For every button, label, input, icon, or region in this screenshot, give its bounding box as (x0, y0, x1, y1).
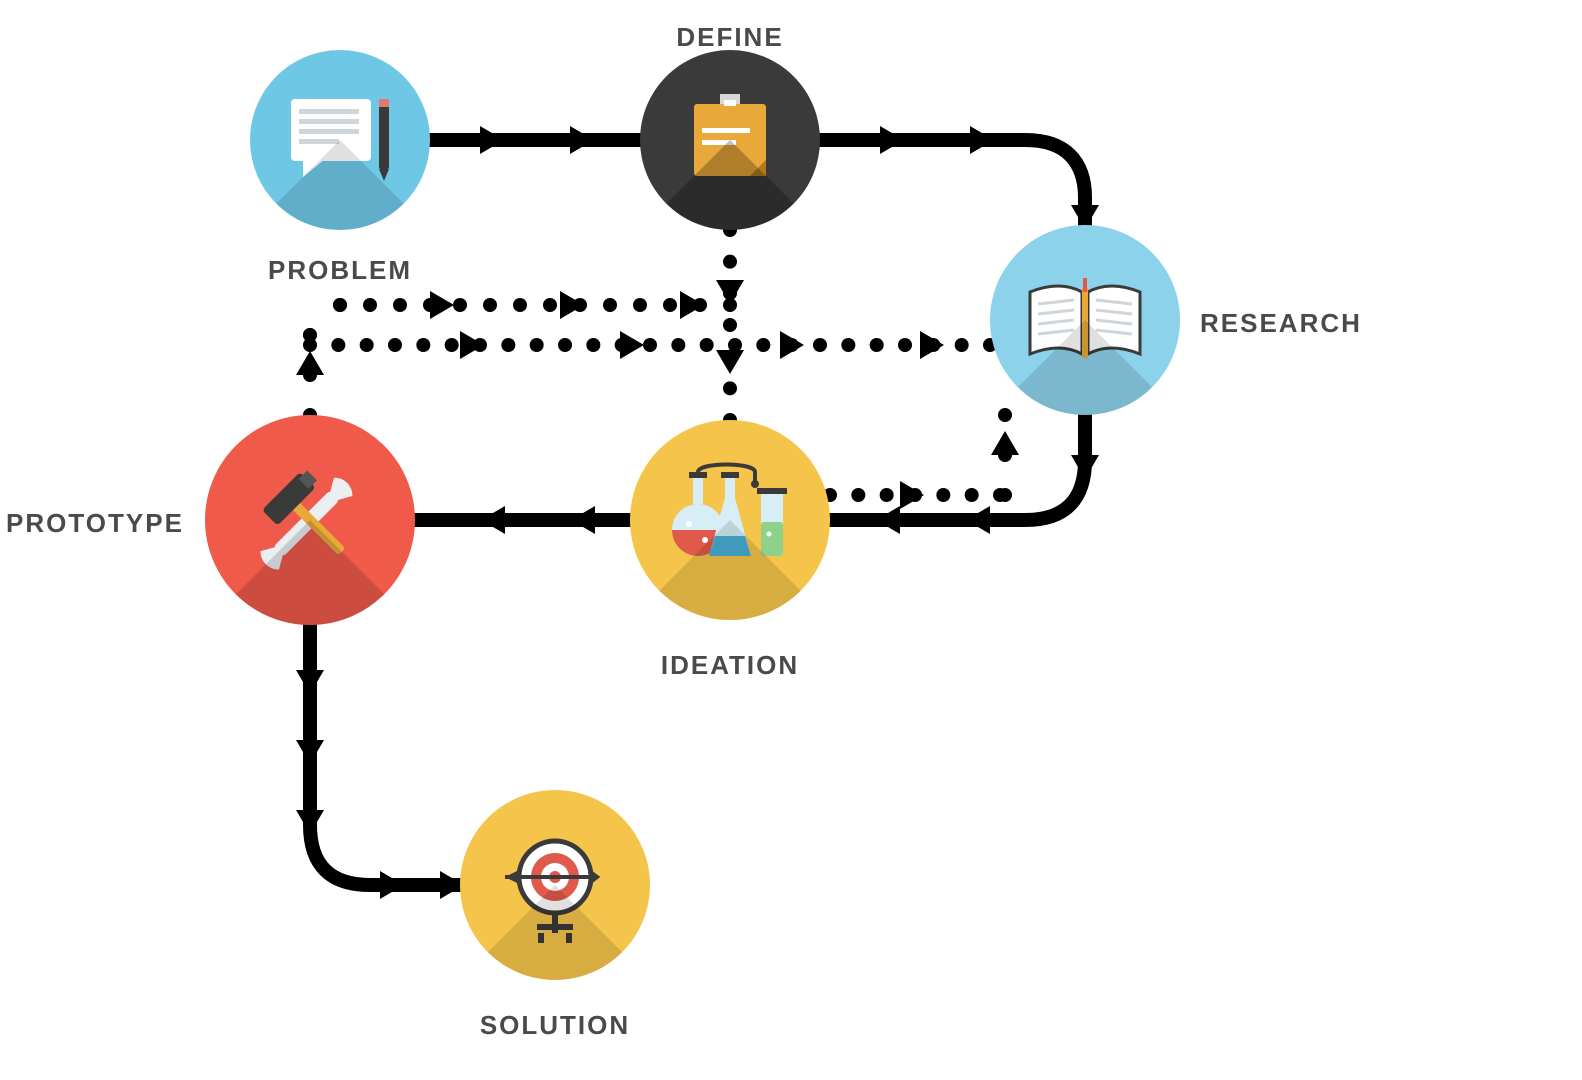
node-prototype (205, 415, 415, 625)
node-define (640, 50, 820, 230)
label-problem: Problem (268, 255, 412, 286)
node-solution (460, 790, 650, 980)
node-research (990, 225, 1180, 415)
label-prototype: Prototype (6, 508, 184, 539)
label-research: Research (1200, 308, 1362, 339)
label-solution: Solution (480, 1010, 630, 1041)
design-process-diagram: Problem Define (0, 0, 1582, 1080)
label-ideation: Ideation (661, 650, 799, 681)
label-define: Define (676, 22, 783, 53)
node-ideation (630, 420, 830, 620)
node-problem (250, 50, 430, 230)
